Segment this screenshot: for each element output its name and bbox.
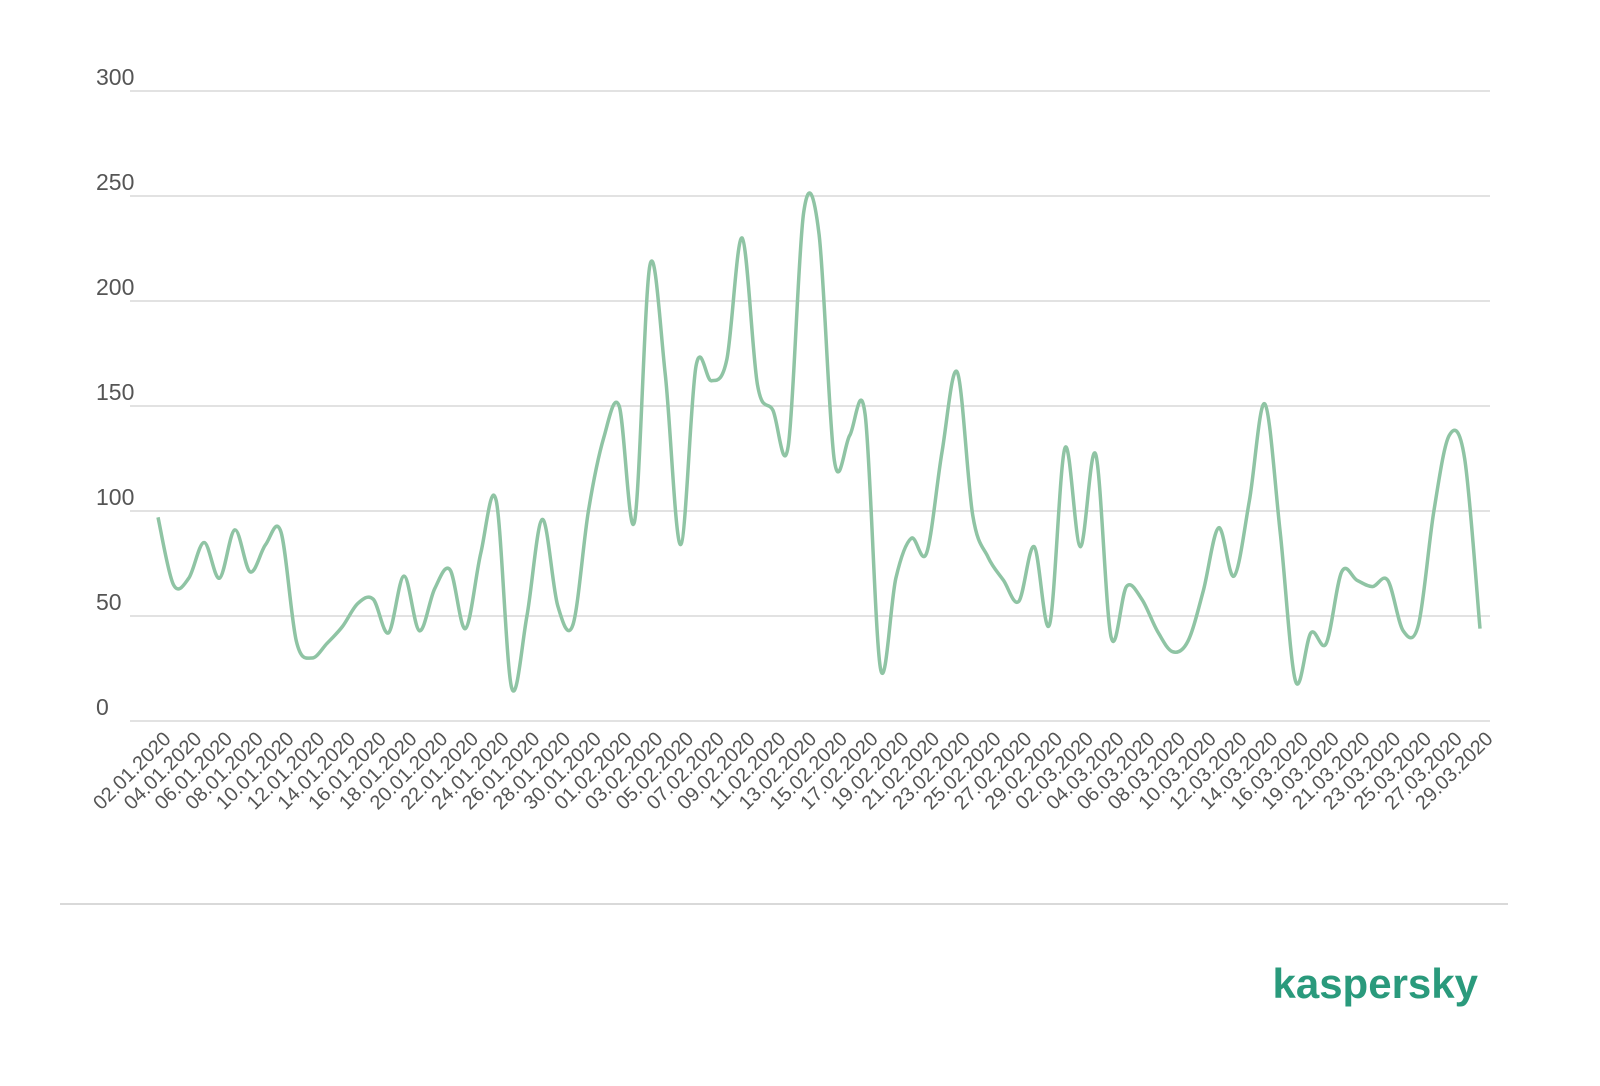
y-tick-label: 300 [96,64,134,90]
y-tick-label: 150 [96,379,134,405]
brand-logo: kaspersky [1272,960,1478,1007]
y-tick-label: 250 [96,169,134,195]
y-tick-label: 50 [96,589,122,615]
y-tick-label: 100 [96,484,134,510]
y-tick-label: 200 [96,274,134,300]
line-series [156,191,1482,693]
y-tick-label: 0 [96,694,109,720]
